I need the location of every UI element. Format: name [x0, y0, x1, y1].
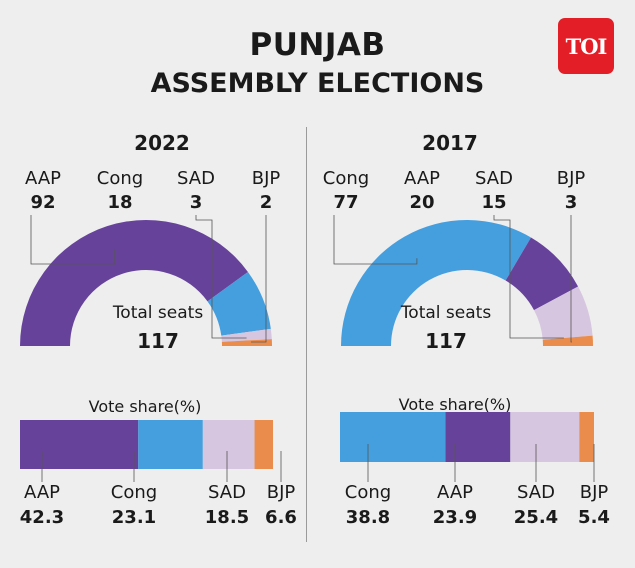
year-2017: 2017	[422, 131, 478, 155]
year-2022: 2022	[134, 131, 190, 155]
donut-slice-2017-aap	[505, 237, 579, 311]
vote-share-title-2017: Vote share(%)	[399, 395, 512, 414]
vote-label-2017-aap: AAP	[437, 482, 473, 503]
page-title: PUNJAB	[249, 27, 386, 63]
vote-bar-2022-cong	[138, 420, 203, 469]
leader-line-2022-bjp	[250, 215, 267, 343]
donut-slice-2017-sad	[533, 286, 593, 340]
seat-label-2017-aap: AAP	[404, 168, 440, 189]
vote-value-2022-bjp: 6.6	[265, 507, 297, 528]
leader-line-2022-aap	[30, 215, 116, 265]
vote-label-2022-cong: Cong	[111, 482, 157, 503]
seat-label-2022-bjp: BJP	[252, 168, 281, 189]
vote-label-2017-bjp: BJP	[580, 482, 609, 503]
seat-label-2022-cong: Cong	[97, 168, 143, 189]
vote-value-2017-aap: 23.9	[433, 507, 477, 528]
panel-divider	[306, 127, 307, 542]
vote-label-2022-aap: AAP	[24, 482, 60, 503]
vote-bar-2022-aap	[20, 420, 139, 469]
leader-line-2017-sad	[493, 215, 564, 339]
vote-value-2022-sad: 18.5	[205, 507, 249, 528]
vote-bar-2022-sad	[202, 420, 255, 469]
seat-value-2022-aap: 92	[30, 192, 55, 213]
page-subtitle: ASSEMBLY ELECTIONS	[150, 68, 485, 99]
seat-value-2022-sad: 3	[190, 192, 203, 213]
leader-line-2017-bjp	[570, 215, 572, 343]
total-seats-value-2017: 117	[425, 329, 467, 353]
donut-slice-2022-aap	[20, 220, 248, 346]
vote-bar-2022-bjp	[254, 420, 273, 469]
vote-value-2022-aap: 42.3	[20, 507, 64, 528]
vote-label-2022-bjp: BJP	[267, 482, 296, 503]
seat-value-2017-aap: 20	[409, 192, 434, 213]
leader-line-2017-cong	[333, 215, 418, 265]
donut-slice-2022-sad	[221, 328, 272, 342]
vote-label-2017-cong: Cong	[345, 482, 391, 503]
seat-label-2017-cong: Cong	[323, 168, 369, 189]
total-seats-label-2022: Total seats	[112, 303, 204, 323]
donut-slice-2017-cong	[341, 220, 531, 346]
total-seats-value-2022: 117	[137, 329, 179, 353]
vote-share-title-2022: Vote share(%)	[89, 397, 202, 416]
vote-value-2017-sad: 25.4	[514, 507, 558, 528]
vote-value-2022-cong: 23.1	[112, 507, 156, 528]
vote-bar-2017-cong	[340, 412, 446, 462]
vote-bar-2017-aap	[445, 412, 511, 462]
seat-label-2017-sad: SAD	[475, 168, 513, 189]
leader-line-2022-sad	[195, 215, 247, 339]
vote-label-2017-sad: SAD	[517, 482, 555, 503]
vote-label-2022-sad: SAD	[208, 482, 246, 503]
vote-value-2017-bjp: 5.4	[578, 507, 610, 528]
seat-value-2017-cong: 77	[333, 192, 358, 213]
seat-label-2022-sad: SAD	[177, 168, 215, 189]
donut-slice-2017-bjp	[542, 335, 593, 346]
seat-value-2022-cong: 18	[107, 192, 132, 213]
donut-slice-2022-cong	[207, 271, 271, 336]
total-seats-label-2017: Total seats	[400, 303, 492, 323]
seat-value-2017-bjp: 3	[565, 192, 578, 213]
vote-bar-2017-bjp	[579, 412, 594, 462]
vote-bar-2017-sad	[510, 412, 580, 462]
seat-label-2022-aap: AAP	[25, 168, 61, 189]
seat-label-2017-bjp: BJP	[557, 168, 586, 189]
toi-logo: TOI	[558, 18, 614, 74]
vote-value-2017-cong: 38.8	[346, 507, 390, 528]
seat-value-2017-sad: 15	[481, 192, 506, 213]
seat-value-2022-bjp: 2	[260, 192, 273, 213]
donut-slice-2022-bjp	[221, 339, 272, 346]
